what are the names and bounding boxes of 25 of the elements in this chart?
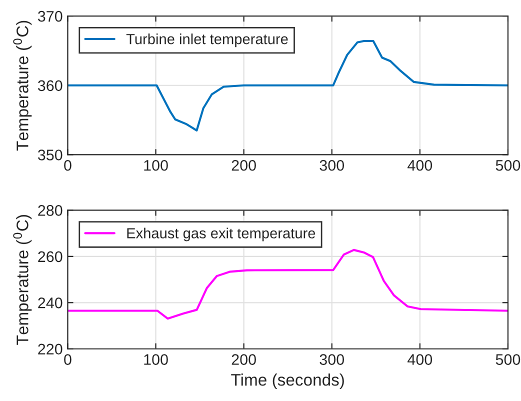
y-tick-label: 280: [38, 205, 62, 216]
y-axis-title: Temperature ($^{0}$C): [13, 20, 32, 151]
legend-label: Exhaust gas exit temperature: [127, 228, 316, 242]
x-tick-label: 500: [496, 160, 520, 171]
y-tick-label: 220: [38, 344, 62, 355]
x-tick-label: 0: [64, 354, 72, 365]
x-tick-label: 300: [320, 160, 344, 171]
x-tick-label: 200: [232, 160, 256, 171]
y-axis-title: Temperature ($^{0}$C): [13, 215, 32, 345]
y-tick-label: 240: [38, 298, 62, 308]
legend-label: Turbine inlet temperature: [126, 34, 288, 48]
x-axis-title: Time (seconds): [231, 374, 344, 390]
x-tick-label: 400: [408, 354, 432, 365]
x-tick-label: 100: [144, 160, 168, 171]
line-series: [68, 248, 508, 320]
x-tick-label: 400: [408, 160, 432, 171]
x-tick-label: 100: [144, 354, 168, 365]
y-tick-label: 370: [38, 10, 62, 22]
y-tick-label: 260: [38, 251, 62, 262]
x-tick-label: 300: [320, 354, 344, 365]
x-tick-label: 0: [64, 160, 72, 171]
y-tick-label: 350: [38, 150, 62, 160]
x-tick-label: 500: [496, 354, 520, 365]
y-tick-label: 360: [38, 80, 62, 92]
x-tick-label: 200: [232, 354, 256, 365]
